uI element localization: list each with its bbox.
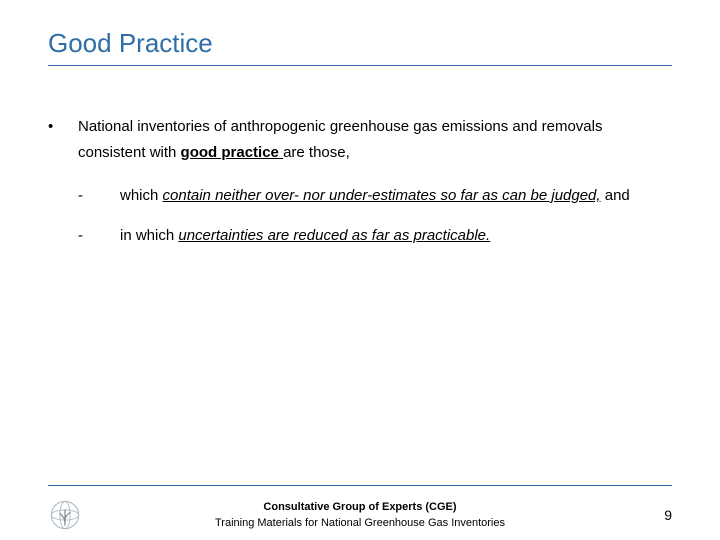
sub-post: and bbox=[601, 187, 630, 204]
sub-item: - in which uncertainties are reduced as … bbox=[78, 223, 672, 249]
footer-line2: Training Materials for National Greenhou… bbox=[82, 515, 638, 532]
slide-title: Good Practice bbox=[48, 28, 672, 59]
sub-emph: uncertainties are reduced as far as prac… bbox=[178, 227, 490, 244]
sub-text: in which uncertainties are reduced as fa… bbox=[120, 223, 672, 249]
title-underline bbox=[48, 65, 672, 66]
sub-text: which contain neither over- nor under-es… bbox=[120, 183, 672, 209]
footer-content: Consultative Group of Experts (CGE) Trai… bbox=[48, 498, 672, 532]
bullet-post: are those, bbox=[283, 144, 350, 161]
body-text: • National inventories of anthropogenic … bbox=[48, 114, 672, 248]
bullet-emph: good practice bbox=[181, 144, 284, 161]
footer-line1: Consultative Group of Experts (CGE) bbox=[82, 499, 638, 516]
sub-item: - which contain neither over- nor under-… bbox=[78, 183, 672, 209]
bullet-text: National inventories of anthropogenic gr… bbox=[78, 114, 672, 165]
sub-pre: in which bbox=[120, 227, 178, 244]
slide: Good Practice • National inventories of … bbox=[0, 0, 720, 540]
bullet-marker: • bbox=[48, 114, 78, 165]
bullet-item: • National inventories of anthropogenic … bbox=[48, 114, 672, 165]
sub-marker: - bbox=[78, 223, 120, 249]
footer-rule bbox=[48, 485, 672, 486]
sub-pre: which bbox=[120, 187, 163, 204]
sub-emph: contain neither over- nor under-estimate… bbox=[163, 187, 601, 204]
footer-center: Consultative Group of Experts (CGE) Trai… bbox=[82, 499, 638, 532]
page-number: 9 bbox=[638, 507, 672, 523]
unfccc-logo-icon bbox=[48, 498, 82, 532]
footer: Consultative Group of Experts (CGE) Trai… bbox=[0, 485, 720, 532]
sub-marker: - bbox=[78, 183, 120, 209]
